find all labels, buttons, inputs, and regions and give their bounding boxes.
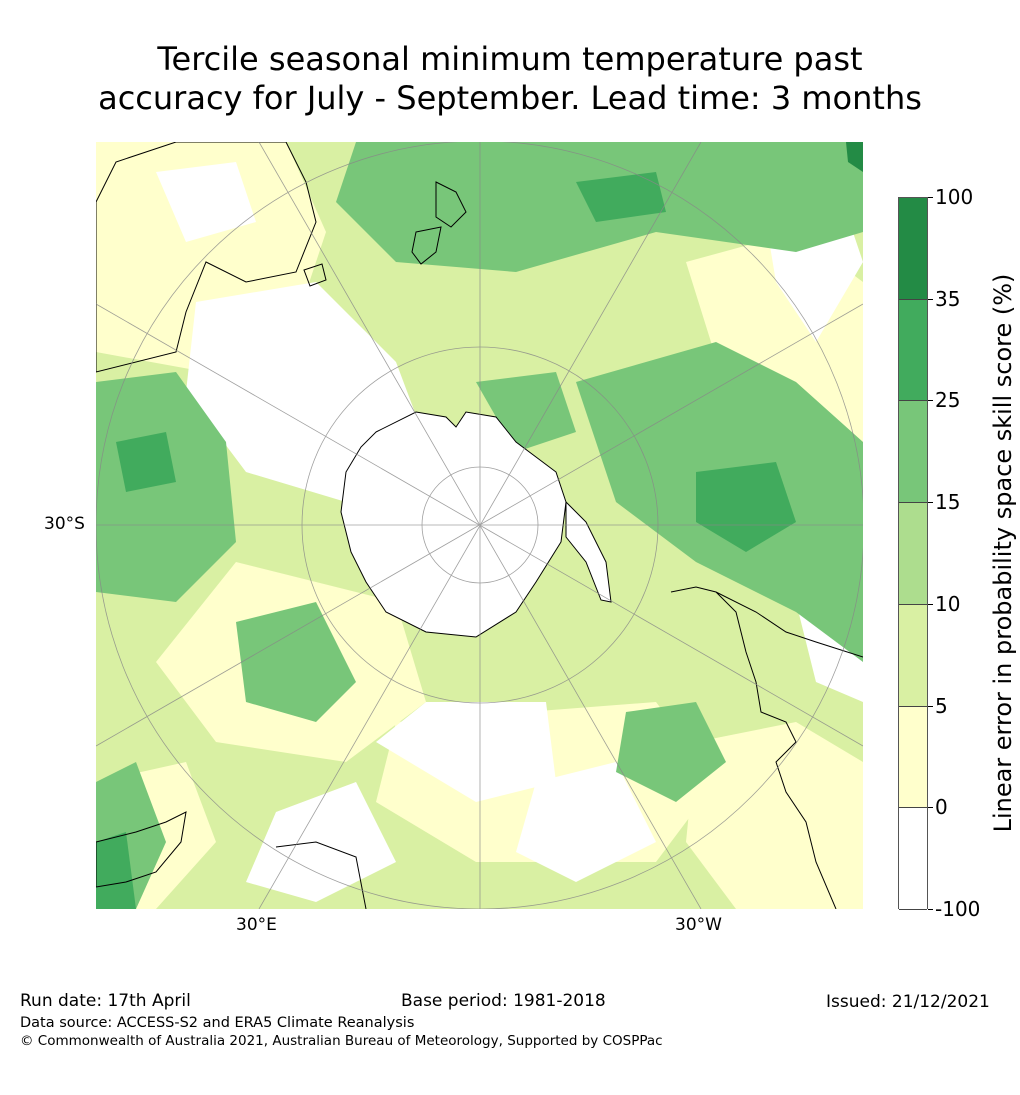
colorbar-tick-mark (928, 909, 933, 910)
colorbar-segment (899, 706, 927, 809)
run-date: Run date: 17th April (20, 991, 191, 1011)
colorbar-tick-mark (928, 705, 933, 707)
data-source: Data source: ACCESS-S2 and ERA5 Climate … (20, 1015, 415, 1031)
colorbar-tick-mark (928, 502, 933, 504)
australia-coastline (96, 142, 317, 373)
graticule (96, 142, 863, 909)
colorbar-tick-label: 15 (935, 490, 961, 515)
colorbar-tick-label: -100 (935, 897, 981, 921)
lat-label-30s: 30°S (44, 514, 85, 534)
title-line-1: Tercile seasonal minimum temperature pas… (157, 40, 863, 78)
colorbar-tick-mark (928, 603, 933, 605)
colorbar-tick-label: 100 (935, 185, 974, 209)
lon-label-30w: 30°W (675, 915, 722, 935)
colorbar-segment (899, 299, 927, 402)
new-zealand-coastline (411, 181, 467, 265)
colorbar-tick-mark (928, 807, 933, 809)
colorbar-tick-label: 35 (935, 286, 961, 311)
colorbar-segment (899, 604, 927, 707)
south-america-coastline (670, 586, 863, 909)
tasmania-coastline (303, 263, 327, 287)
colorbar-tick-label: 10 (935, 591, 961, 616)
colorbar-segment (899, 401, 927, 504)
chart-title: Tercile seasonal minimum temperature pas… (0, 40, 1020, 118)
colorbar-tick-mark (928, 400, 933, 402)
colorbar-tick-label: 0 (935, 795, 948, 820)
colorbar-tick-mark (928, 197, 933, 198)
antarctic-peninsula (565, 500, 612, 603)
title-line-2: accuracy for July - September. Lead time… (98, 79, 922, 117)
colorbar-tick-mark (928, 298, 933, 300)
colorbar-tick-label: 25 (935, 388, 961, 413)
lon-label-30e: 30°E (236, 915, 277, 935)
colorbar-segment (899, 503, 927, 605)
skill-score-map (96, 142, 863, 909)
colorbar-segment (899, 198, 927, 300)
colorbar (898, 197, 928, 910)
map-svg (96, 142, 863, 909)
colorbar-segment (899, 808, 927, 910)
antarctica-coastline (340, 411, 567, 638)
issued-date: Issued: 21/12/2021 (826, 992, 990, 1012)
colorbar-tick-label: 5 (935, 693, 948, 718)
base-period: Base period: 1981-2018 (401, 991, 606, 1011)
copyright: © Commonwealth of Australia 2021, Austra… (20, 1033, 663, 1049)
colorbar-label: Linear error in probability space skill … (989, 273, 1017, 833)
field-dark-green-regions (96, 142, 863, 909)
